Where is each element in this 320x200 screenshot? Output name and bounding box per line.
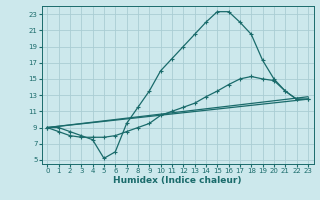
X-axis label: Humidex (Indice chaleur): Humidex (Indice chaleur) bbox=[113, 176, 242, 185]
